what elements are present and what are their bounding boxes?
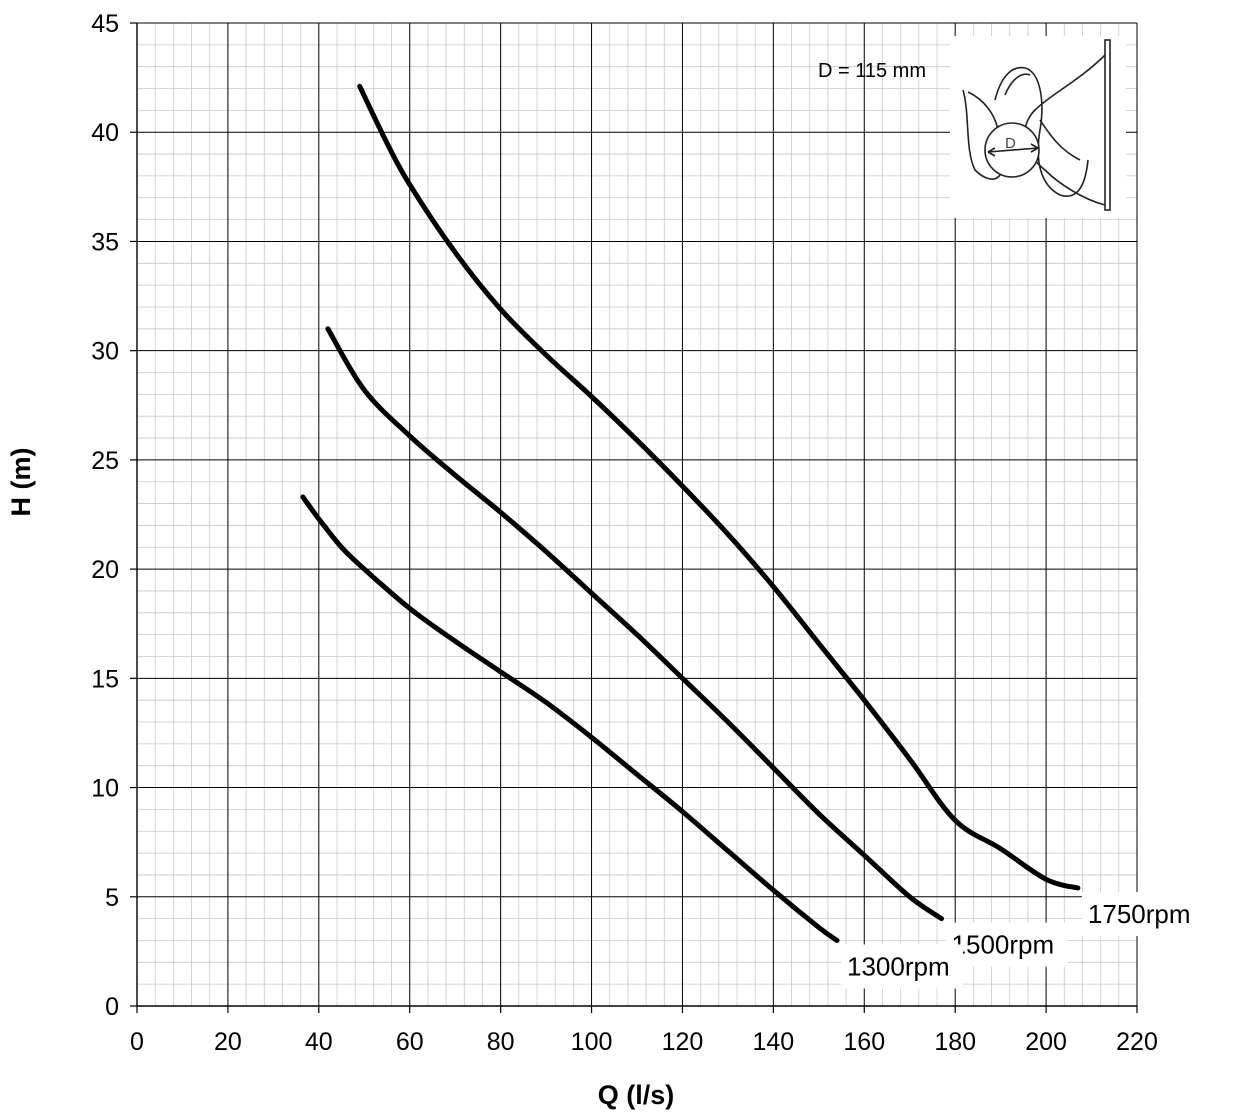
impeller-diameter-label: D = 115 mm (818, 60, 926, 82)
pump-curves (300, 83, 1081, 943)
curve-1300rpm (300, 494, 840, 943)
y-axis-title: H (m) (6, 448, 36, 517)
y-tick-label: 25 (91, 447, 119, 475)
curve-1750rpm (357, 83, 1081, 891)
y-tick-label: 20 (91, 556, 119, 584)
x-tick-label: 0 (130, 1028, 144, 1056)
curve-label-1750rpm: 1750rpm (1088, 899, 1191, 929)
x-axis-title: Q (l/s) (598, 1080, 675, 1110)
x-tick-labels: 0 20 40 60 80 100 120 140 160 180 200 220 (130, 1028, 1158, 1056)
y-tick-labels: 0 5 10 15 20 25 30 35 40 45 (91, 10, 119, 1021)
minor-gridlines (137, 23, 1137, 1006)
y-tick-label: 10 (91, 775, 119, 803)
x-tick-label: 40 (305, 1028, 333, 1056)
curve-label-background (1081, 892, 1204, 937)
chart-axes (136, 23, 1137, 1007)
x-tick-label: 60 (396, 1028, 424, 1056)
y-tick-label: 0 (105, 993, 119, 1021)
y-tick-label: 5 (105, 884, 119, 912)
impeller-inset: D D = 115 mm (818, 36, 1126, 218)
y-tick-label: 30 (91, 338, 119, 366)
x-tick-label: 20 (214, 1028, 242, 1056)
curve-label-background (841, 944, 963, 989)
impeller-icon (962, 39, 1111, 211)
x-tick-label: 160 (843, 1028, 885, 1056)
y-tick-label: 15 (91, 665, 119, 693)
inset-background (950, 36, 1126, 218)
y-tick-label: 40 (91, 119, 119, 147)
impeller-diameter-symbol: D (1005, 135, 1016, 152)
x-tick-label: 140 (753, 1028, 795, 1056)
x-tick-label: 100 (571, 1028, 613, 1056)
y-tick-label: 35 (91, 228, 119, 256)
y-tick-label: 45 (91, 10, 119, 38)
x-tick-label: 80 (487, 1028, 515, 1056)
curve-label-background (945, 922, 1068, 967)
curve-label-1500rpm: 1500rpm (952, 930, 1055, 960)
curve-1500rpm (325, 326, 944, 922)
x-tick-label: 220 (1116, 1028, 1158, 1056)
x-tick-label: 180 (934, 1028, 976, 1056)
x-tick-label: 120 (662, 1028, 704, 1056)
x-tick-label: 200 (1025, 1028, 1067, 1056)
curve-label-1300rpm: 1300rpm (847, 951, 950, 981)
